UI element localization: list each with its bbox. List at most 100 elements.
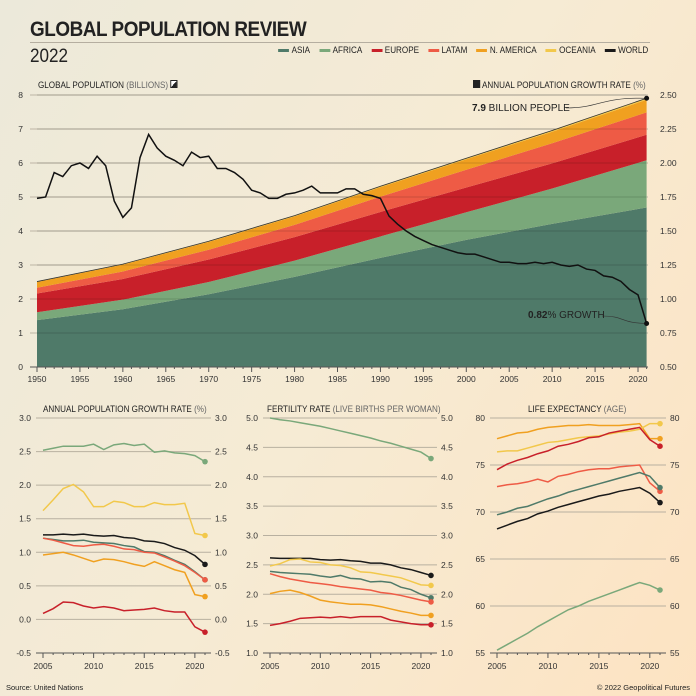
x-tick-label: 1985 xyxy=(328,374,347,384)
legend-item-europe: EUROPE xyxy=(371,45,419,55)
y-tick-label: 3.0 xyxy=(19,413,31,423)
x-tick-label: 2005 xyxy=(500,374,519,384)
population-annotation: 7.9 BILLION PEOPLE xyxy=(472,103,570,114)
line-asia xyxy=(42,537,206,581)
legend-label: AFRICA xyxy=(332,45,363,55)
end-dot-oceania xyxy=(202,532,208,539)
x-tick-label: 2020 xyxy=(411,661,430,671)
y2-tick-label: 0.5 xyxy=(215,581,227,591)
y2-tick-label: 2.50 xyxy=(660,90,677,100)
y-tick-label: 8 xyxy=(18,90,23,100)
y2-tick-label: 0.50 xyxy=(660,362,677,372)
x-tick-label: 1955 xyxy=(70,374,89,384)
y-tick-label: 75 xyxy=(476,460,486,470)
y-tick-label: 0.5 xyxy=(19,581,31,591)
area-asia xyxy=(37,207,647,367)
annotation-text: BILLION PEOPLE xyxy=(485,103,570,114)
y-tick-label: 60 xyxy=(476,601,486,611)
legend-label: EUROPE xyxy=(384,45,419,55)
axis-title: ANNUAL POPULATION GROWTH RATE xyxy=(482,80,631,90)
end-dot-africa xyxy=(428,455,434,462)
x-tick-label: 2010 xyxy=(311,661,330,671)
y2-tick-label: 0.75 xyxy=(660,328,677,338)
x-tick-label: 2015 xyxy=(586,374,605,384)
x-tick-label: 1970 xyxy=(199,374,218,384)
y2-tick-label: 2.5 xyxy=(215,447,227,457)
legend-swatch xyxy=(604,48,616,52)
annotation-value: 7.9 xyxy=(472,103,486,114)
population-end-dot xyxy=(644,95,650,101)
page-subtitle-year: 2022 xyxy=(30,46,69,67)
end-dot-n-america xyxy=(428,612,434,619)
growth-chart-title: ANNUAL POPULATION GROWTH RATE (%) xyxy=(43,404,207,414)
x-tick-label: 2005 xyxy=(488,661,507,671)
legend-item-north-america: N. AMERICA xyxy=(476,45,536,55)
x-tick-label: 2015 xyxy=(135,661,154,671)
y-tick-label: 7 xyxy=(18,124,23,134)
page-title: GLOBAL POPULATION REVIEW xyxy=(30,18,307,41)
x-tick-label: 1995 xyxy=(414,374,433,384)
legend-swatch xyxy=(545,48,557,52)
x-tick-label: 2015 xyxy=(361,661,380,671)
legend-label: ASIA xyxy=(291,45,310,55)
line-latam xyxy=(42,537,206,581)
line-world xyxy=(496,486,661,530)
y-tick-label: 55 xyxy=(476,648,486,658)
line-oceania xyxy=(269,558,432,587)
y2-tick-label: 1.5 xyxy=(441,619,453,629)
line-n-america xyxy=(42,551,206,598)
x-tick-label: 2010 xyxy=(543,374,562,384)
legend-item-world: WORLD xyxy=(604,45,648,55)
y2-tick-label: 2.25 xyxy=(660,124,677,134)
x-tick-label: 2005 xyxy=(34,661,53,671)
y-tick-label: 1.0 xyxy=(19,547,31,557)
x-tick-label: 1965 xyxy=(156,374,175,384)
x-tick-label: 1975 xyxy=(242,374,261,384)
y2-tick-label: 2.00 xyxy=(660,158,677,168)
y-tick-label: 0 xyxy=(18,362,23,372)
growth-annotation: 0.82% GROWTH xyxy=(528,310,605,321)
end-dot-world xyxy=(202,561,208,568)
y-tick-label: 0.0 xyxy=(19,614,31,624)
end-dot-africa xyxy=(657,587,663,593)
end-dot-asia xyxy=(428,594,434,601)
x-tick-label: 1990 xyxy=(371,374,390,384)
annotation-leader xyxy=(565,97,647,109)
title-divider xyxy=(30,42,650,43)
line-oceania xyxy=(496,422,660,453)
x-tick-label: 2010 xyxy=(84,661,103,671)
y-tick-label: -0.5 xyxy=(16,648,31,658)
line-n-america xyxy=(496,422,660,440)
legend-swatch xyxy=(277,48,289,52)
line-latam xyxy=(496,464,661,492)
legend-item-oceania: OCEANIA xyxy=(545,45,595,55)
end-dot-europe xyxy=(202,629,208,635)
y-tick-label: 1 xyxy=(18,328,23,338)
y2-tick-label: 1.5 xyxy=(215,514,227,524)
x-tick-label: 1980 xyxy=(285,374,304,384)
title-unit: (LIVE BIRTHS PER WOMAN) xyxy=(332,404,441,414)
y2-tick-label: 2.5 xyxy=(441,560,453,570)
x-tick-label: 2020 xyxy=(185,661,204,671)
end-dot-oceania xyxy=(428,582,434,589)
y2-tick-label: 4.5 xyxy=(441,442,453,452)
y-tick-label: 65 xyxy=(476,554,486,564)
line-africa xyxy=(269,417,432,460)
y2-tick-label: 60 xyxy=(670,601,680,611)
area-key-icon xyxy=(170,80,178,88)
x-tick-label: 2005 xyxy=(261,661,280,671)
legend-swatch xyxy=(476,48,487,52)
line-europe xyxy=(42,601,206,633)
area-europe xyxy=(37,134,647,313)
y-tick-label: 2.5 xyxy=(246,560,258,570)
axis-unit: (%) xyxy=(633,80,646,90)
y2-tick-label: 55 xyxy=(670,648,680,658)
y-tick-label: 1.5 xyxy=(246,619,258,629)
copyright-note: © 2022 Geopolitical Futures xyxy=(596,683,690,692)
y-tick-label: 70 xyxy=(476,507,486,517)
y2-tick-label: 1.0 xyxy=(215,547,227,557)
end-dot-asia xyxy=(657,484,663,491)
line-asia xyxy=(496,471,661,516)
line-world xyxy=(269,557,432,577)
